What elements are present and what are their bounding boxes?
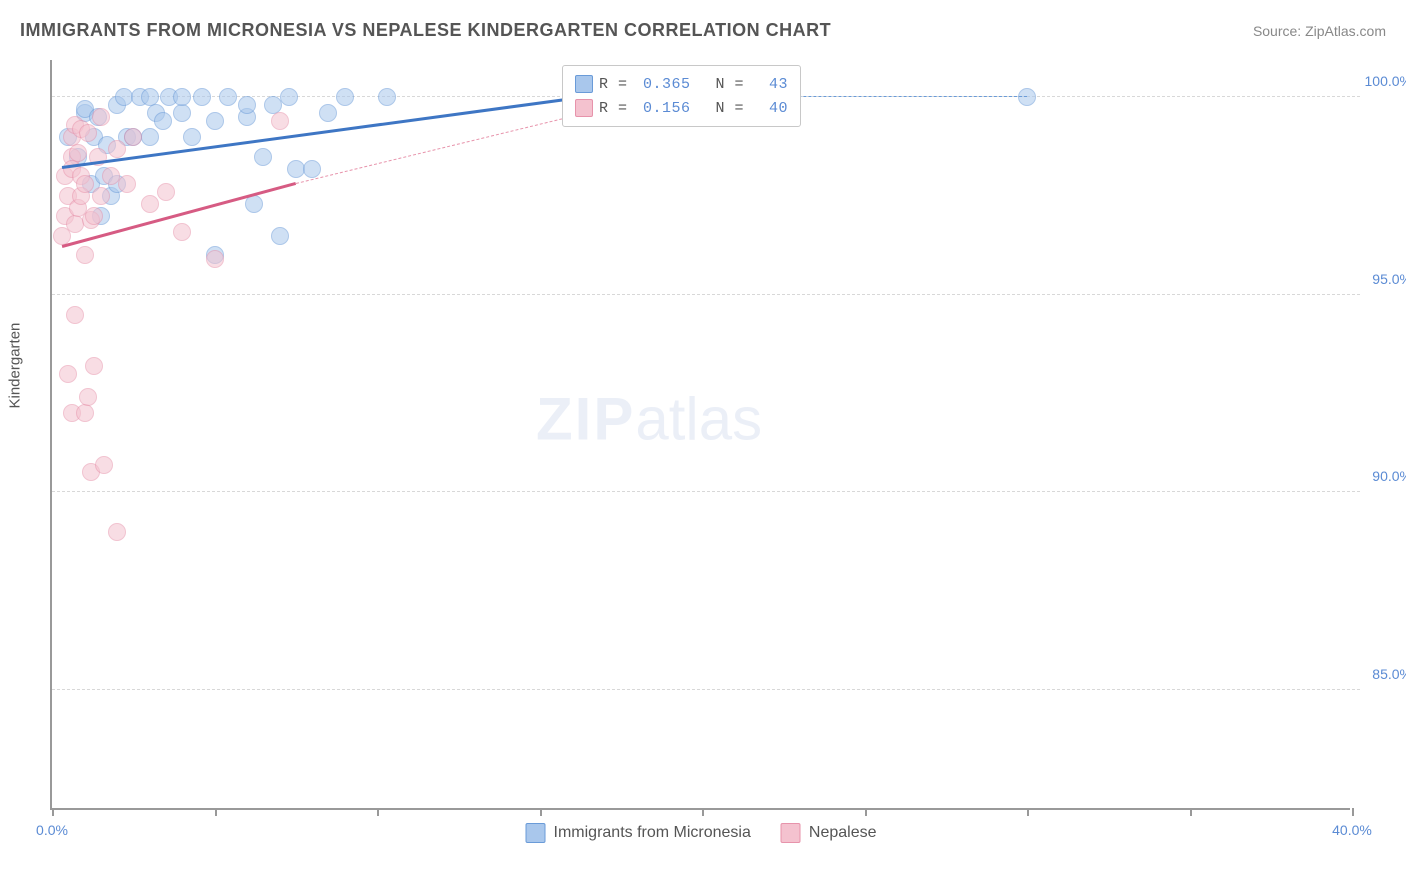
data-point — [69, 144, 87, 162]
data-point — [319, 104, 337, 122]
source-attribution: Source: ZipAtlas.com — [1253, 23, 1386, 39]
data-point — [76, 246, 94, 264]
data-point — [85, 357, 103, 375]
legend-n-label: N = — [697, 100, 745, 117]
legend-swatch-icon — [781, 823, 801, 843]
x-tick — [52, 808, 54, 816]
data-point — [95, 456, 113, 474]
data-point — [245, 195, 263, 213]
data-point — [66, 306, 84, 324]
legend-n-value: 43 — [750, 76, 788, 93]
data-point — [271, 112, 289, 130]
data-point — [193, 88, 211, 106]
data-point — [271, 227, 289, 245]
legend-item: Immigrants from Micronesia — [526, 823, 751, 843]
x-tick-label: 40.0% — [1332, 822, 1372, 838]
data-point — [124, 128, 142, 146]
y-tick-label: 90.0% — [1372, 468, 1406, 484]
gridline — [52, 689, 1360, 690]
y-axis-label: Kindergarten — [7, 323, 24, 409]
legend-r-label: R = — [599, 100, 628, 117]
data-point — [66, 215, 84, 233]
x-tick — [1190, 808, 1192, 816]
legend-row: R = 0.365 N = 43 — [575, 72, 788, 96]
data-point — [254, 148, 272, 166]
chart-header: IMMIGRANTS FROM MICRONESIA VS NEPALESE K… — [20, 20, 1386, 41]
data-point — [79, 388, 97, 406]
legend-label: Immigrants from Micronesia — [554, 824, 751, 842]
legend-r-value: 0.156 — [634, 100, 691, 117]
gridline — [52, 294, 1360, 295]
legend-r-label: R = — [599, 76, 628, 93]
data-point — [154, 112, 172, 130]
series-legend: Immigrants from Micronesia Nepalese — [526, 823, 877, 843]
data-point — [280, 88, 298, 106]
data-point — [141, 128, 159, 146]
legend-item: Nepalese — [781, 823, 877, 843]
data-point — [59, 365, 77, 383]
data-point — [141, 195, 159, 213]
data-point — [183, 128, 201, 146]
watermark: ZIPatlas — [536, 385, 762, 454]
data-point — [206, 112, 224, 130]
data-point — [85, 207, 103, 225]
x-tick — [1352, 808, 1354, 816]
data-point — [238, 96, 256, 114]
x-tick — [702, 808, 704, 816]
legend-swatch-icon — [575, 75, 593, 93]
x-tick — [540, 808, 542, 816]
legend-row: R = 0.156 N = 40 — [575, 96, 788, 120]
data-point — [118, 175, 136, 193]
data-point — [76, 404, 94, 422]
data-point — [92, 108, 110, 126]
scatter-plot: ZIPatlas 85.0%90.0%95.0%100.0%0.0%40.0%R… — [50, 60, 1350, 810]
legend-n-value: 40 — [750, 100, 788, 117]
data-point — [173, 104, 191, 122]
y-tick-label: 95.0% — [1372, 271, 1406, 287]
x-tick — [865, 808, 867, 816]
data-point — [303, 160, 321, 178]
data-point — [92, 187, 110, 205]
correlation-legend: R = 0.365 N = 43R = 0.156 N = 40 — [562, 65, 801, 127]
x-tick — [377, 808, 379, 816]
legend-swatch-icon — [526, 823, 546, 843]
x-tick — [1027, 808, 1029, 816]
x-tick — [215, 808, 217, 816]
data-point — [76, 175, 94, 193]
legend-swatch-icon — [575, 99, 593, 117]
data-point — [206, 250, 224, 268]
y-tick-label: 100.0% — [1365, 73, 1406, 89]
legend-n-label: N = — [697, 76, 745, 93]
legend-r-value: 0.365 — [634, 76, 691, 93]
data-point — [336, 88, 354, 106]
trend-line — [296, 116, 572, 184]
data-point — [378, 88, 396, 106]
data-point — [79, 124, 97, 142]
gridline — [52, 491, 1360, 492]
data-point — [219, 88, 237, 106]
data-point — [1018, 88, 1036, 106]
data-point — [173, 88, 191, 106]
data-point — [157, 183, 175, 201]
chart-title: IMMIGRANTS FROM MICRONESIA VS NEPALESE K… — [20, 20, 831, 41]
data-point — [173, 223, 191, 241]
legend-label: Nepalese — [809, 824, 877, 842]
data-point — [108, 140, 126, 158]
data-point — [108, 523, 126, 541]
y-tick-label: 85.0% — [1372, 666, 1406, 682]
x-tick-label: 0.0% — [36, 822, 68, 838]
